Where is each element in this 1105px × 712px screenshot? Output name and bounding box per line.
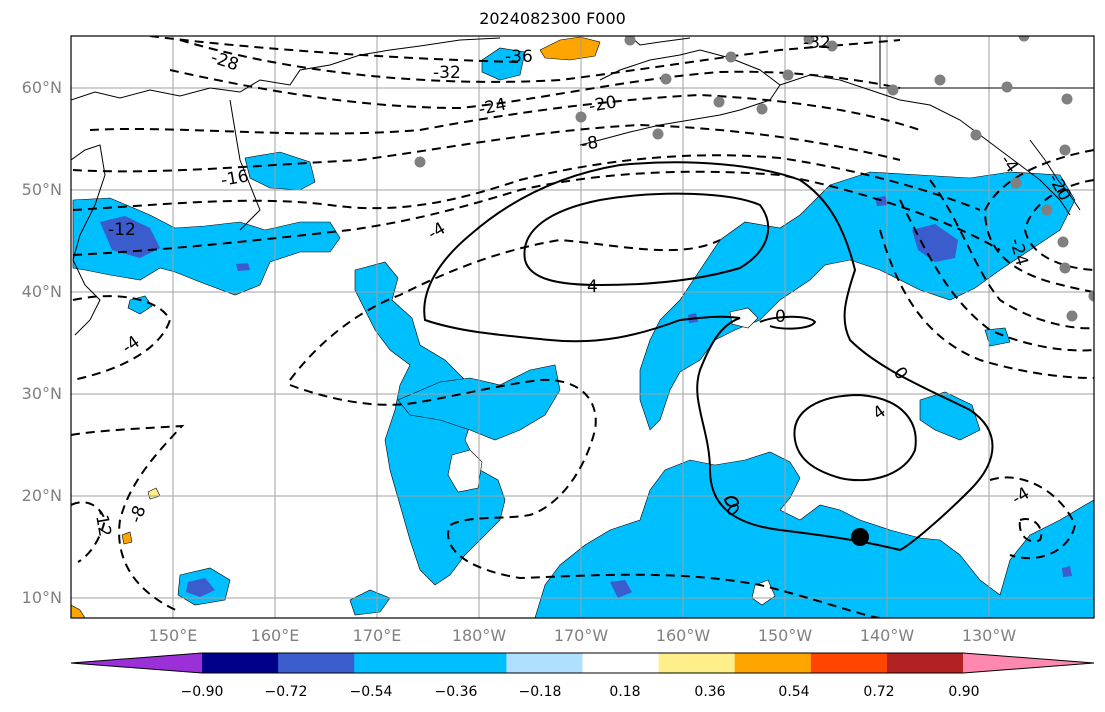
lon-label: 160°E [250,626,300,645]
lon-label: 180°W [451,626,507,645]
lon-label: 170°W [553,626,609,645]
lat-label: 10°N [21,588,62,607]
positive-contours [423,161,994,552]
colorbar-tick-label: 0.54 [778,684,810,700]
contour-label: -20 [587,92,618,117]
colorbar-tick-label: 0.18 [609,684,641,700]
lon-label: 170°E [352,626,402,645]
lat-label: 50°N [21,180,62,199]
colorbar-bin [734,653,812,673]
lon-label: 130°W [961,626,1017,645]
coastlines [71,36,1094,336]
colorbar-tick-label: −0.72 [264,684,308,700]
positive-anomaly-fill [71,36,601,618]
contour-label: -32 [433,63,461,83]
colorbar-tick-label: 0.90 [948,684,980,700]
colorbar-bin [202,653,279,673]
colorbar-tick-label: −0.36 [434,684,478,700]
lat-label: 30°N [21,384,62,403]
fill-region-kuril [244,151,316,191]
contour-label: -36 [505,47,533,67]
contour-label: -16 [219,166,250,191]
colorbar-bin [658,653,736,673]
strong-negative-anomaly-fill [100,196,1072,598]
contour-label: -32 [803,33,831,53]
lat-label: 20°N [21,486,62,505]
contour-label: -12 [108,220,136,240]
colorbar-bin [354,653,431,673]
fill-region-small-2 [349,589,391,616]
contour-label: -12 [90,507,115,538]
fill-region-central [354,261,506,586]
colorbar-tick-label: 0.72 [863,684,895,700]
fill-region-small-5 [984,327,1011,347]
station-markers [414,36,1094,322]
fill-region-small-4 [127,295,153,315]
colorbar [70,652,1095,674]
colorbar-bin [430,653,507,673]
colorbar-bin [506,653,583,673]
fill-region-small-3 [481,47,526,81]
lon-label: 140°W [859,626,915,645]
contour-label: 4 [587,277,598,297]
fill-holes [447,307,776,606]
colorbar-bin [810,653,888,673]
colorbar-extend-max [963,653,1094,673]
colorbar-tick-label: 0.36 [694,684,726,700]
lon-label: 160°W [655,626,711,645]
lon-label: 150°W [757,626,813,645]
contour-label: 0 [775,307,786,327]
fill-region-west [72,197,341,296]
colorbar-tick-label: −0.18 [518,684,562,700]
fill-region-east [639,171,1076,431]
lat-label: 40°N [21,282,62,301]
colorbar-bin [582,653,660,673]
negative-contours [71,36,1094,618]
contour-label: -8 [580,133,600,155]
storm-center-marker [851,528,869,546]
colorbar-outline [70,652,1095,674]
map-frame [70,35,1095,619]
colorbar-bin [886,653,964,673]
lon-label: 150°E [148,626,198,645]
colorbar-extend-min [71,653,202,673]
lat-label: 60°N [21,78,62,97]
contour-label: -8 [126,503,151,526]
map-title: 2024082300 F000 [479,9,626,28]
colorbar-bin [278,653,355,673]
colorbar-tick-label: −0.54 [349,684,393,700]
map-background [71,36,1094,618]
colorbar-tick-label: −0.90 [180,684,224,700]
